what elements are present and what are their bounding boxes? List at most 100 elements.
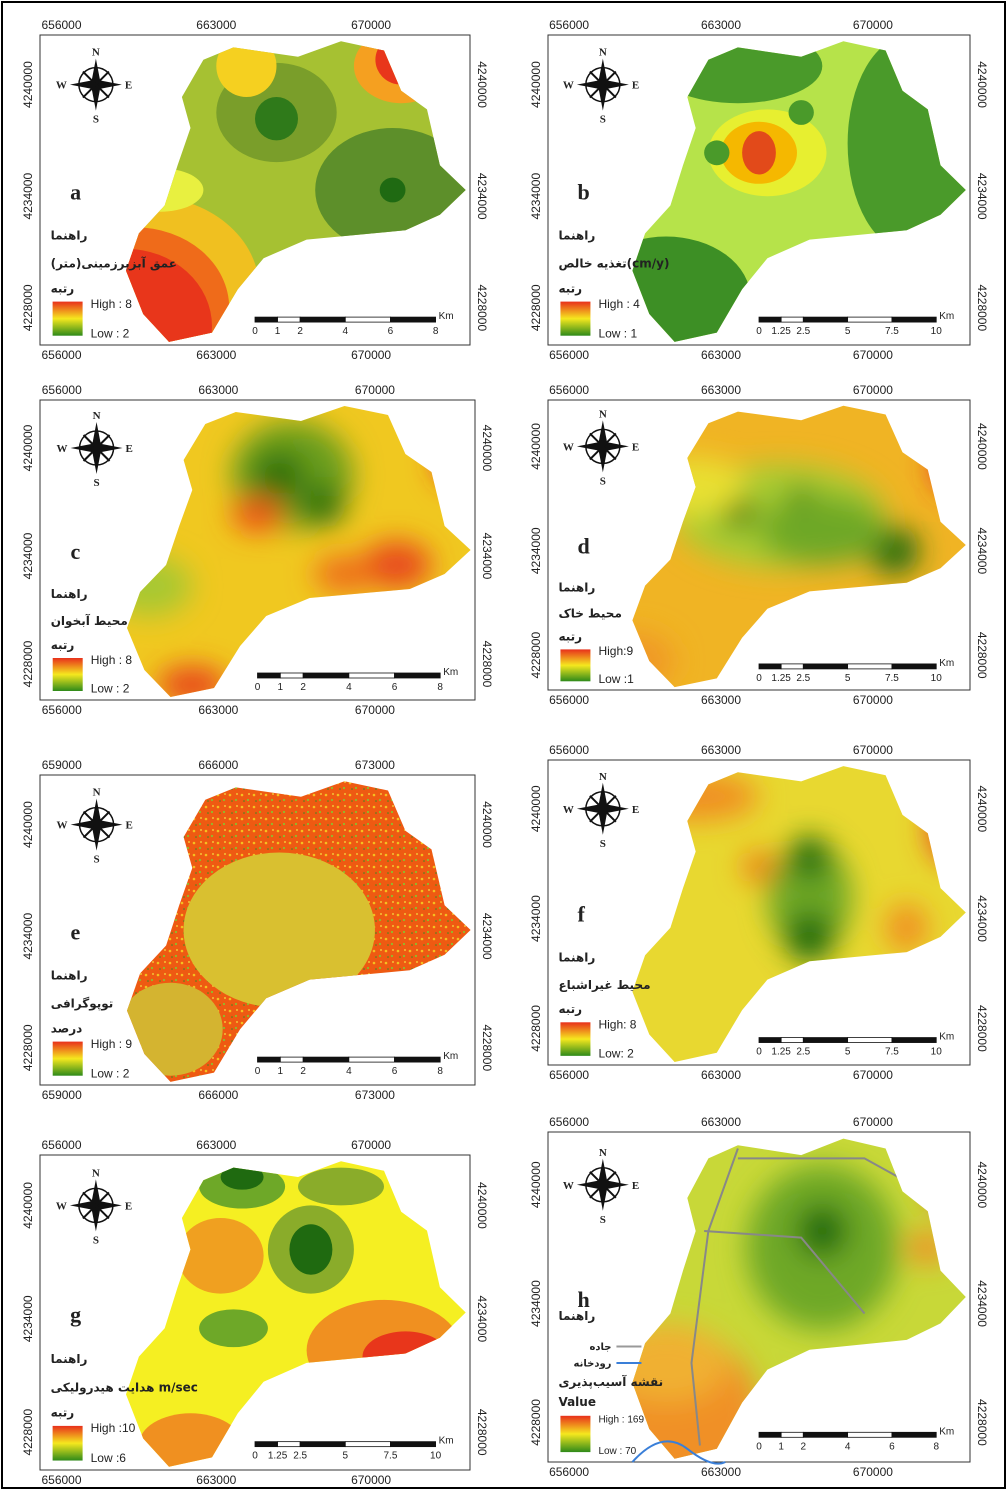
scale-label: 1.25 (771, 326, 791, 337)
scale-label: 0 (756, 1047, 762, 1058)
scale-segment (758, 1037, 782, 1043)
map-zone (127, 982, 223, 1076)
y-tick-label: 4240000 (480, 425, 494, 472)
x-tick-label: 670000 (853, 743, 893, 757)
y-tick-label: 4234000 (975, 527, 989, 574)
compass-north: N (599, 408, 607, 420)
x-tick-label: 670000 (853, 348, 893, 362)
x-tick-label: 663000 (198, 383, 238, 397)
scale-label: 5 (845, 1047, 851, 1058)
map-zone (127, 556, 193, 616)
compass-south: S (600, 114, 606, 126)
compass-east: E (632, 80, 639, 92)
scale-label: 2 (297, 326, 303, 337)
map-zone (796, 1204, 848, 1258)
scale-segment (847, 1431, 893, 1438)
x-tick-label: 663000 (701, 383, 741, 397)
legend-low: Low : 2 (91, 326, 130, 340)
y-tick-label: 4228000 (975, 1399, 989, 1446)
map-zone (289, 1224, 333, 1275)
map-zone (314, 556, 375, 592)
compass-rose-diag (82, 70, 110, 99)
x-tick-label: 670000 (853, 1465, 893, 1479)
legend-ramp (52, 1041, 83, 1076)
map-zone (199, 1309, 268, 1348)
x-tick-label: 663000 (198, 703, 238, 717)
x-tick-label: 663000 (701, 1115, 741, 1129)
legend-name: تغذیه خالص(cm/y) (558, 257, 669, 271)
legend-unit: رتبه (51, 638, 75, 652)
compass-east: E (126, 820, 133, 832)
x-tick-label: 656000 (549, 1068, 589, 1082)
legend-unit: رتبه (558, 281, 582, 295)
x-tick-label: 656000 (42, 703, 82, 717)
y-tick-label: 4234000 (975, 895, 989, 942)
y-tick-label: 4228000 (975, 632, 989, 679)
compass-north: N (93, 787, 101, 799)
x-tick-label: 673000 (355, 758, 395, 772)
scale-segment (394, 1056, 441, 1063)
compass-south: S (600, 1214, 606, 1226)
x-tick-label: 670000 (351, 1473, 391, 1487)
scale-label: 10 (931, 326, 943, 337)
legend-ramp (560, 1022, 591, 1056)
y-tick-label: 4234000 (529, 527, 543, 574)
x-tick-label: 656000 (549, 1465, 589, 1479)
map-panel: 656000 656000 663000 663000 670000 670000 4240… (21, 18, 489, 362)
y-tick-label: 4240000 (21, 1182, 35, 1229)
panel-letter: a (70, 179, 81, 204)
y-tick-label: 4240000 (21, 61, 35, 108)
compass-rose-diag (589, 70, 617, 99)
x-tick-label: 656000 (42, 383, 82, 397)
y-tick-label: 4234000 (480, 533, 494, 580)
compass-south: S (93, 1234, 99, 1246)
x-tick-label: 670000 (351, 18, 391, 32)
map-panel: 656000 656000 663000 663000 670000 670000 4240… (21, 1138, 489, 1487)
scale-segment (348, 672, 395, 679)
scale-unit: Km (439, 1436, 454, 1447)
scale-label: 1.25 (268, 1451, 288, 1462)
compass-rose-diag (589, 432, 617, 461)
y-tick-label: 4234000 (529, 895, 543, 942)
map-zone (788, 100, 814, 125)
compass-north: N (92, 47, 100, 59)
scale-label: 4 (845, 1441, 851, 1452)
x-tick-label: 656000 (549, 1115, 589, 1129)
compass-east: E (125, 80, 132, 92)
legend-unit: Value (558, 1395, 596, 1409)
y-tick-label: 4240000 (975, 61, 989, 108)
y-tick-label: 4228000 (21, 1024, 35, 1071)
y-tick-label: 4228000 (21, 1409, 35, 1456)
x-tick-label: 663000 (196, 1473, 236, 1487)
scale-segment (348, 1056, 395, 1063)
legend-ramp (52, 301, 83, 336)
map-zone (220, 1164, 264, 1190)
x-tick-label: 656000 (41, 18, 81, 32)
x-tick-label: 663000 (701, 18, 741, 32)
compass-rose-diag (82, 1191, 110, 1220)
scale-segment (780, 316, 804, 323)
scale-segment (847, 316, 893, 323)
scale-label: 6 (388, 326, 394, 337)
scale-label: 5 (343, 1451, 349, 1462)
map-zone (298, 1167, 384, 1206)
y-tick-label: 4234000 (529, 173, 543, 220)
scale-label: 6 (392, 1066, 398, 1077)
y-tick-label: 4228000 (21, 640, 35, 687)
legend-name: عمق آبزیرزمینی(متر) (51, 256, 177, 271)
y-tick-label: 4228000 (529, 1005, 543, 1052)
legend-name: محیط غیراشباع (558, 978, 650, 992)
compass-rose-diag (589, 1171, 617, 1199)
scale-segment (390, 1441, 437, 1448)
scale-label: 1 (278, 1066, 284, 1077)
y-tick-label: 4240000 (475, 1182, 489, 1229)
legend-high: High : 4 (598, 297, 640, 311)
scale-label: 0 (756, 326, 762, 337)
scale-segment (780, 1431, 804, 1438)
legend-low: Low :6 (91, 1451, 127, 1465)
map-zone (231, 496, 284, 532)
scale-label: 10 (931, 673, 943, 684)
x-tick-label: 670000 (355, 703, 395, 717)
scale-label: 7.5 (383, 1451, 397, 1462)
scale-segment (802, 663, 849, 670)
